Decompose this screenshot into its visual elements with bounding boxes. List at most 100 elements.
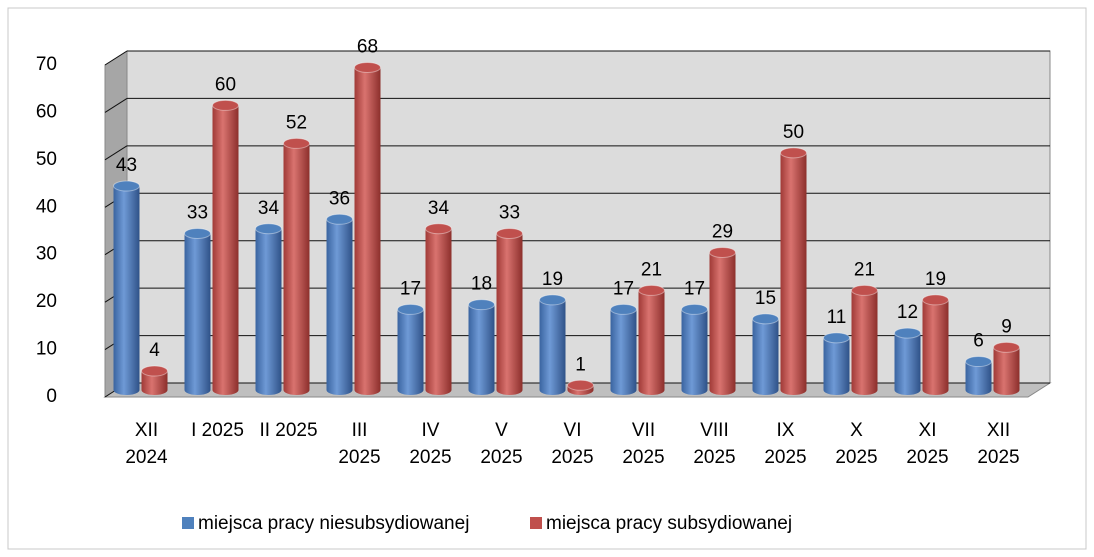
bar-top: [212, 99, 239, 111]
bar-body: [894, 333, 921, 390]
bar: [780, 147, 807, 395]
bar-top: [255, 223, 282, 235]
value-label: 11: [827, 307, 847, 328]
bar: [851, 284, 878, 395]
bar-top: [425, 223, 452, 235]
bar-top: [354, 61, 381, 73]
bar: [681, 303, 708, 395]
y-tick-label: 20: [36, 291, 57, 312]
value-label: 43: [116, 155, 137, 176]
x-tick-label: XII 2024: [125, 420, 168, 468]
x-tick-label: X 2025: [835, 420, 878, 468]
bar-body: [283, 143, 310, 390]
bar-top: [397, 303, 424, 315]
bar-top: [780, 147, 807, 159]
bar-body: [468, 304, 495, 390]
bar-body: [354, 67, 381, 390]
value-label: 17: [613, 278, 634, 299]
bar-top: [851, 284, 878, 296]
value-label: 60: [215, 74, 236, 95]
legend-swatch: [530, 517, 542, 529]
bar-top: [965, 356, 992, 368]
bar-top: [113, 180, 140, 192]
y-tick-label: 60: [36, 101, 57, 122]
bar: [638, 284, 665, 395]
bar: [354, 61, 381, 395]
bar: [709, 246, 736, 395]
bar-top: [141, 365, 168, 377]
bar-top: [567, 379, 594, 391]
value-label: 33: [499, 203, 520, 224]
bar-body: [539, 299, 566, 390]
bar: [965, 356, 992, 395]
x-tick-label: IV 2025: [409, 420, 452, 468]
bar-body: [326, 219, 353, 390]
x-tick-label: II 2025: [259, 420, 318, 441]
bar-body: [709, 252, 736, 390]
bar-body: [993, 347, 1020, 390]
y-tick-label: 50: [36, 149, 57, 170]
bar: [610, 303, 637, 395]
bar: [496, 227, 523, 395]
value-label: 12: [897, 302, 918, 323]
bar: [326, 213, 353, 395]
y-tick-label: 10: [36, 339, 57, 360]
value-label: 29: [712, 221, 733, 242]
value-label: 17: [400, 278, 421, 299]
bar-top: [993, 341, 1020, 353]
bar-body: [681, 309, 708, 390]
value-label: 52: [286, 112, 307, 133]
value-label: 68: [357, 37, 378, 58]
bar-body: [184, 233, 211, 390]
value-label: 50: [783, 122, 804, 143]
x-tick-label: XI 2025: [906, 420, 949, 468]
bar-top: [283, 137, 310, 149]
grid-side: [104, 50, 128, 66]
bar-body: [823, 337, 850, 390]
value-label: 18: [471, 274, 492, 295]
value-label: 21: [854, 259, 875, 280]
bar-top: [894, 327, 921, 339]
legend-label: miejsca pracy subsydiowanej: [546, 513, 792, 534]
bar: [823, 332, 850, 395]
bar: [922, 294, 949, 395]
x-tick-label: IX 2025: [764, 420, 807, 468]
value-label: 19: [542, 269, 563, 290]
bar-body: [610, 309, 637, 390]
bar-top: [709, 246, 736, 258]
bar: [397, 303, 424, 395]
bar: [184, 227, 211, 395]
bar-top: [184, 227, 211, 239]
bar-top: [326, 213, 353, 225]
bar-body: [752, 318, 779, 390]
bar: [425, 223, 452, 395]
bar-top: [922, 294, 949, 306]
y-tick-label: 0: [46, 386, 57, 407]
value-label: 17: [684, 278, 705, 299]
bar-body: [851, 290, 878, 390]
value-label: 21: [641, 259, 662, 280]
value-label: 4: [149, 340, 160, 361]
value-label: 19: [925, 269, 946, 290]
bar-body: [141, 371, 168, 390]
y-tick-label: 70: [36, 54, 57, 75]
x-tick-label: VIII 2025: [693, 420, 736, 468]
bar-top: [468, 299, 495, 311]
bar: [283, 137, 310, 395]
x-tick-label: I 2025: [191, 420, 244, 441]
bar-body: [780, 152, 807, 390]
value-label: 34: [258, 198, 280, 219]
bar: [113, 180, 140, 395]
y-tick-label: 40: [36, 196, 57, 217]
x-tick-label: V 2025: [480, 420, 523, 468]
bar-top: [638, 284, 665, 296]
bar-body: [255, 228, 282, 390]
value-label: 15: [755, 288, 776, 309]
grid-side: [104, 98, 128, 113]
bar: [894, 327, 921, 395]
bar: [539, 294, 566, 395]
bar-body: [425, 228, 452, 390]
value-label: 34: [428, 198, 450, 219]
grid-side: [104, 145, 128, 161]
